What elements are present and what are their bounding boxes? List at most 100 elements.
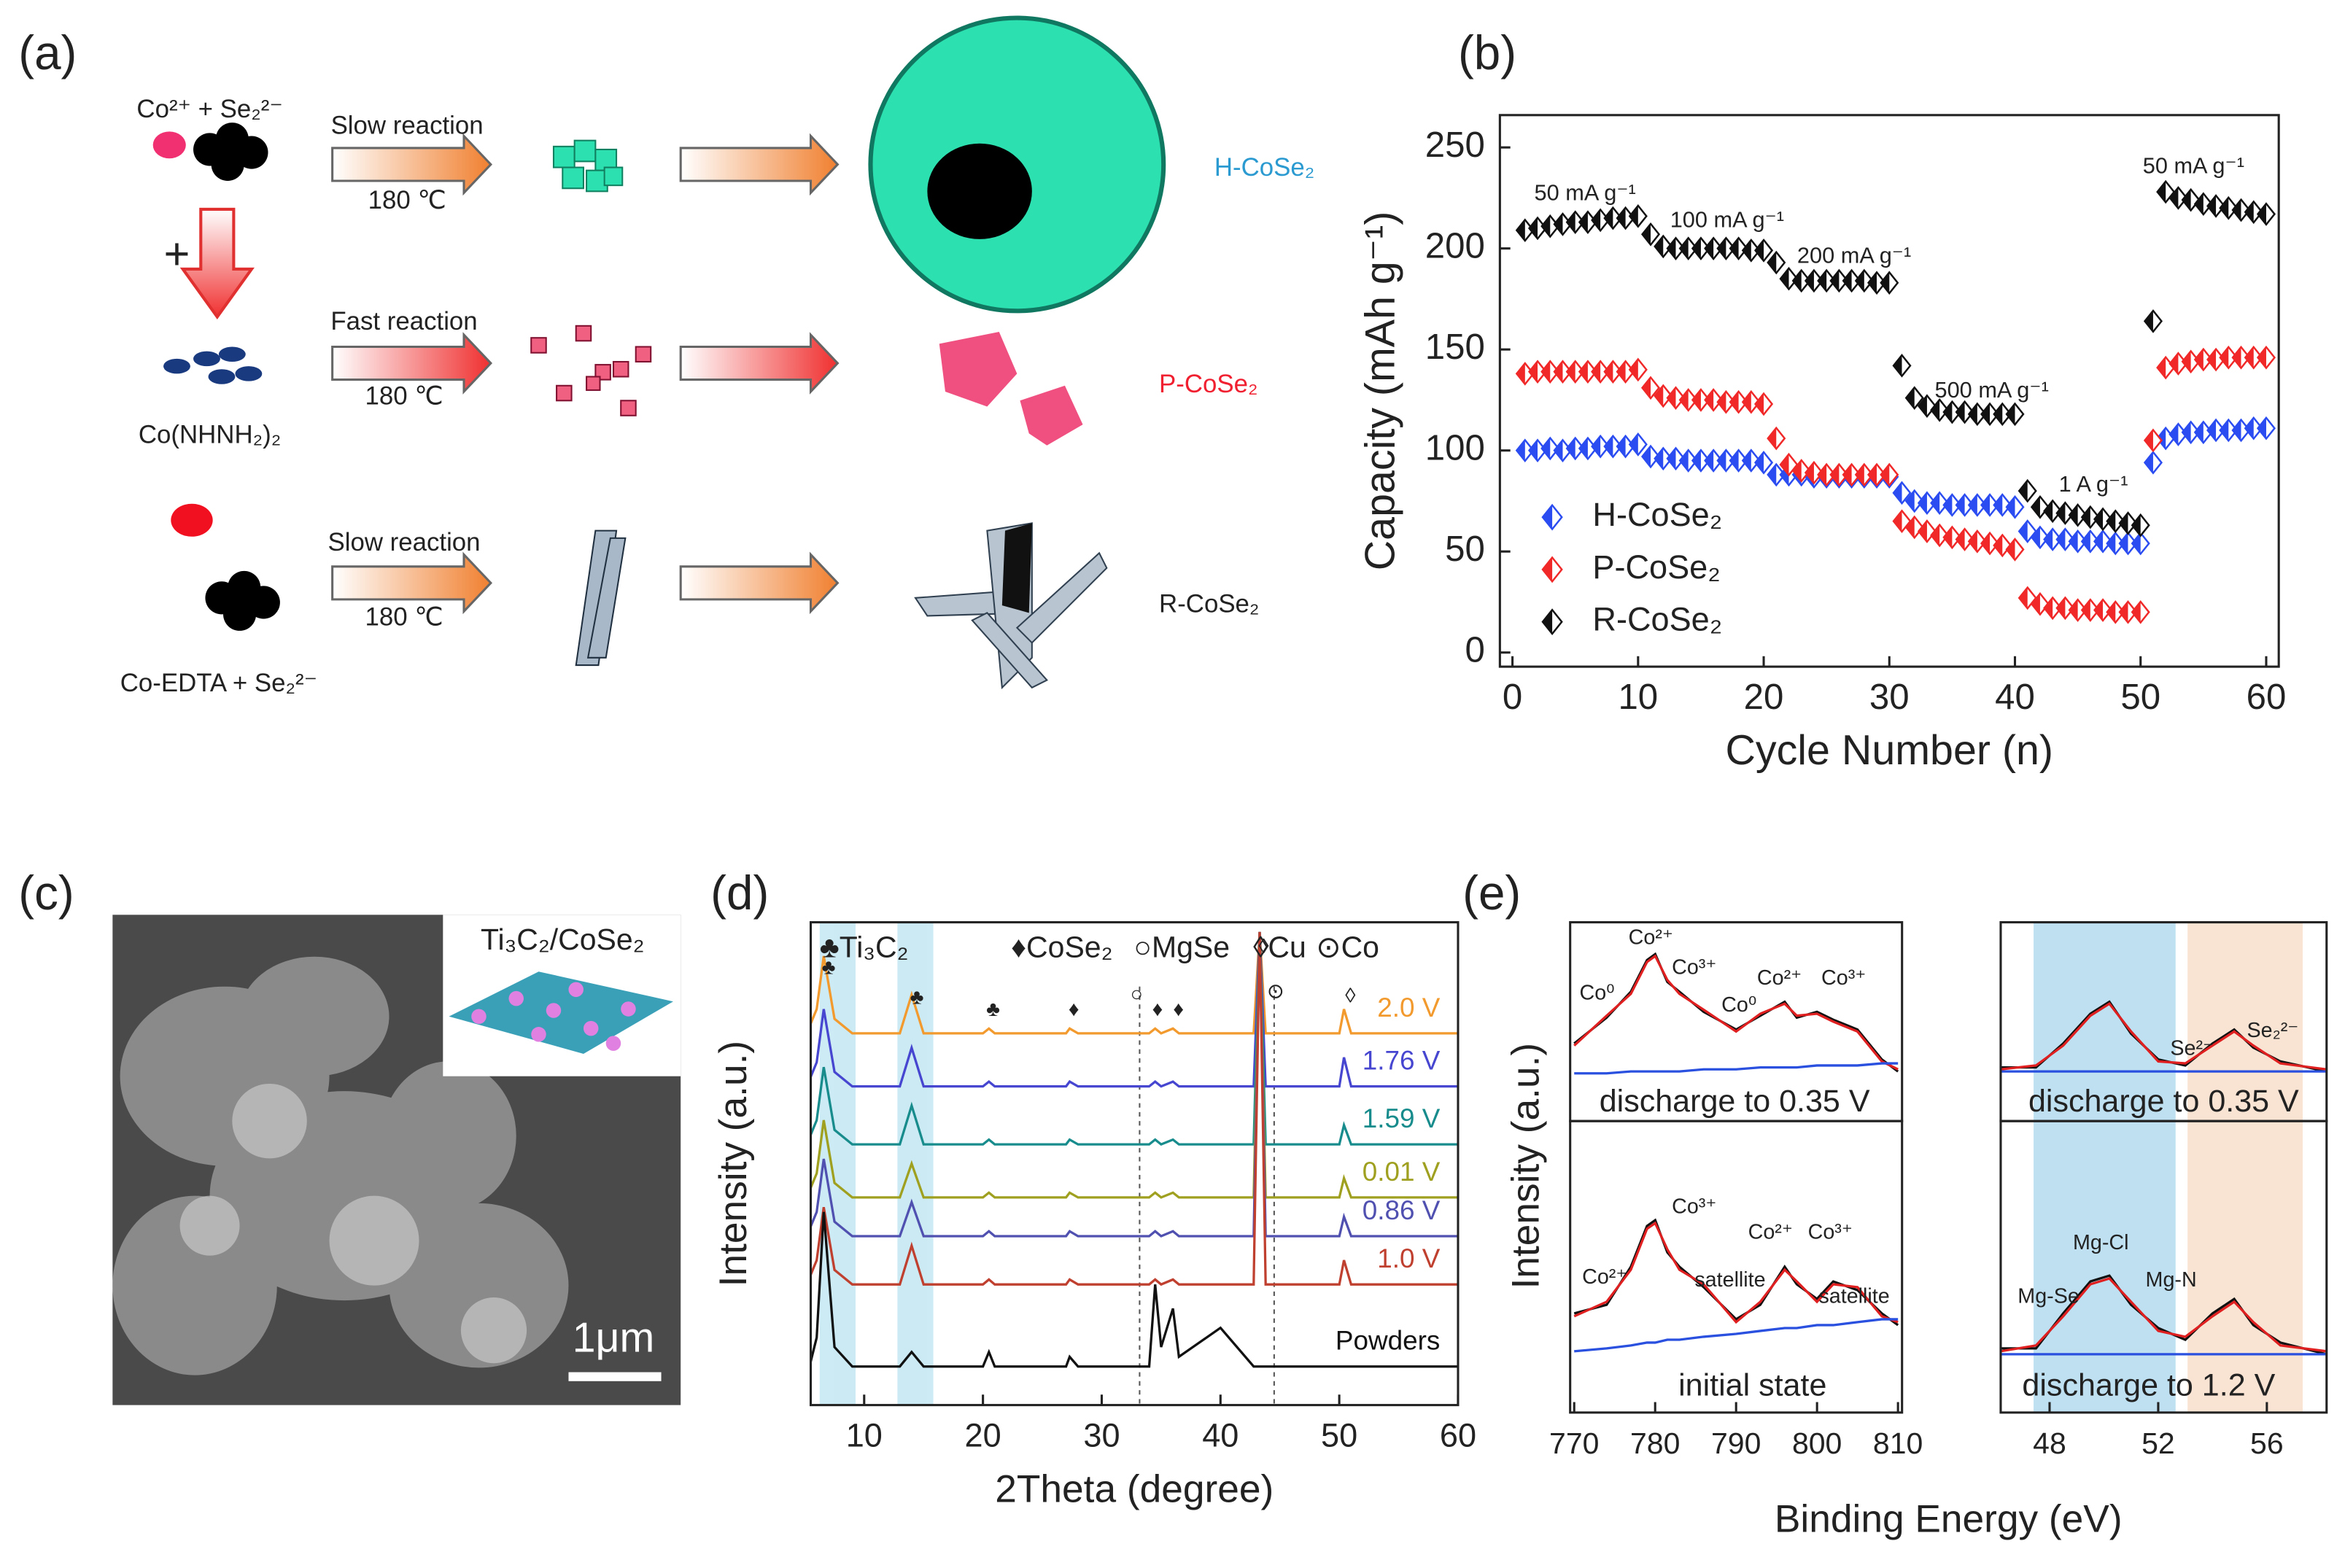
marker-half [1969, 494, 1977, 516]
data-point [2106, 599, 2125, 624]
peak-label: Se₂²⁻ [2247, 1019, 2299, 1042]
temperature-label: 180 ℃ [365, 603, 443, 632]
scale-bar [568, 1372, 662, 1381]
y-tick-label: 200 [1425, 226, 1485, 266]
data-point [2143, 309, 2163, 333]
x-tick-label: 60 [1440, 1417, 1476, 1454]
data-point [1640, 444, 1661, 469]
marker-half [1604, 207, 1613, 229]
data-line [1573, 954, 1899, 1071]
marker-half [2044, 500, 2053, 522]
data-point [1640, 222, 1661, 247]
marker-half [1717, 238, 1726, 260]
marker-half [2245, 346, 2254, 368]
x-tick-label: 780 [1630, 1427, 1680, 1460]
data-point [1967, 493, 1987, 517]
data-line [1574, 1062, 1899, 1075]
data-point [1993, 402, 2012, 427]
marker-half [1692, 238, 1701, 260]
marker-half [1579, 211, 1588, 233]
data-point [2043, 596, 2063, 621]
marker-half [2144, 451, 2153, 473]
marker-half [1943, 527, 1953, 548]
legend-marker [1541, 608, 1563, 635]
series-label: 0.01 V [1363, 1157, 1441, 1187]
marker-half [2082, 599, 2090, 621]
marker-half [1705, 238, 1714, 260]
data-line [809, 931, 1458, 1286]
data-point [1942, 493, 1962, 517]
data-point [1791, 268, 1811, 293]
arrows [331, 133, 840, 615]
marker-half [1654, 448, 1664, 470]
data-point [2068, 598, 2088, 622]
data-point [2193, 192, 2213, 217]
reactant: Co-EDTA + Se₂²⁻ [120, 669, 317, 697]
marker-half [2132, 601, 2141, 623]
marker-half [1629, 205, 1638, 227]
y-tick-label: 0 [1465, 630, 1485, 670]
ion [152, 131, 186, 159]
marker-half [1730, 391, 1739, 413]
marker-half [1705, 450, 1714, 471]
data-line [809, 1211, 1458, 1368]
legend-marker [1541, 503, 1563, 531]
x-tick-label: 0 [1503, 677, 1522, 717]
data-point [1666, 446, 1686, 471]
marker-half [1981, 494, 1991, 516]
panel-label: (c) [18, 866, 74, 920]
marker-half [1654, 385, 1664, 407]
marker-half [1680, 389, 1689, 411]
marker-half [2056, 597, 2066, 619]
marker-half [2195, 422, 2203, 443]
x-tick-label: 30 [1869, 677, 1910, 717]
data-point [2080, 598, 2100, 622]
data-line [1574, 1318, 1899, 1353]
data-line [809, 931, 1458, 1035]
marker-half [1843, 270, 1852, 292]
marker-half [1793, 460, 1802, 481]
marker-half [2169, 353, 2179, 374]
marker-half [1516, 363, 1525, 384]
data-point [1729, 236, 1748, 260]
marker-half [1880, 464, 1890, 486]
marker-half [2019, 480, 2028, 502]
inset-structure [449, 971, 673, 1054]
annotation: 100 mA g⁻¹ [1670, 206, 1784, 232]
marker-half [2195, 349, 2203, 370]
marker-half [1993, 494, 2003, 516]
marker-half [1730, 238, 1739, 260]
x-tick-label: 52 [2141, 1427, 2175, 1460]
data-point [2244, 200, 2263, 225]
marker-half [2031, 593, 2040, 615]
data-point [2018, 478, 2037, 503]
data-point [1753, 392, 1774, 416]
data-point [1867, 462, 1887, 487]
peak-label: Co²⁺ [1582, 1265, 1627, 1289]
data-point [1640, 376, 1661, 400]
cubes [530, 325, 652, 416]
marker-half [2207, 195, 2217, 217]
marker-half [2220, 419, 2229, 441]
peak-symbol: ♣ [822, 956, 836, 979]
data-point [1553, 360, 1573, 384]
marker-half [1880, 272, 1890, 294]
marker-half [2019, 521, 2028, 542]
marker-half [1868, 464, 1877, 486]
marker-half [1542, 557, 1553, 582]
plate [939, 332, 1018, 407]
marker-half [2144, 430, 2153, 451]
marker-half [1743, 240, 1751, 261]
marker-half [2207, 349, 2217, 370]
marker-half [2082, 506, 2090, 528]
caption: discharge to 0.35 V [2028, 1084, 2299, 1119]
marker-half [1755, 393, 1764, 415]
data-point [1515, 438, 1535, 463]
data-point [2131, 531, 2150, 556]
peak-label: Co⁰ [1579, 982, 1614, 1005]
marker-half [1931, 399, 1940, 421]
reaction-label: Fast reaction [330, 307, 477, 335]
inset-label: Ti₃C₂/CoSe₂ [481, 923, 645, 956]
